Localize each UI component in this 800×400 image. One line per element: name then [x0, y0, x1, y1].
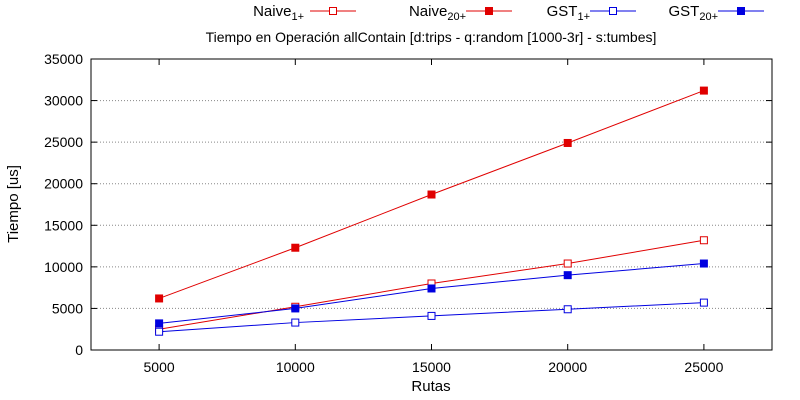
legend-name: Naive: [253, 3, 291, 20]
y-tick-label: 15000: [44, 217, 83, 233]
y-tick-label: 0: [75, 342, 83, 358]
plot-area-frame: [90, 58, 773, 351]
x-axis: 5000 10000 15000 20000 25000: [144, 59, 724, 375]
y-tick-label: 5000: [52, 300, 83, 316]
legend-name: Naive: [409, 3, 447, 20]
data-point: [291, 304, 300, 313]
x-axis-label: Rutas: [411, 378, 450, 395]
legend-entry-1: Naive20+: [409, 3, 512, 23]
data-point: [155, 294, 164, 303]
y-tick-label: 35000: [44, 51, 83, 67]
x-tick-label: 25000: [684, 359, 723, 375]
data-point: [699, 259, 708, 268]
x-tick-label: 10000: [276, 359, 315, 375]
y-tick-label: 10000: [44, 259, 83, 275]
legend-subscript: 1+: [291, 11, 304, 23]
gridlines: [91, 100, 772, 309]
legend-label: GST20+: [668, 3, 718, 23]
data-point: [155, 327, 164, 336]
data-point: [699, 298, 708, 307]
y-tick-label: 25000: [44, 134, 83, 150]
legend-entry-3: GST20+: [668, 3, 764, 23]
x-tick-label: 20000: [548, 359, 587, 375]
legend-subscript: 1+: [577, 11, 590, 23]
x-tick-label: 5000: [144, 359, 175, 375]
legend-entry-2: GST1+: [547, 3, 636, 23]
y-axis-label: Tiempo [us]: [5, 165, 22, 243]
data-point: [291, 318, 300, 327]
y-axis: 0 5000 10000 15000 20000 25000 30000 35000: [44, 51, 772, 358]
series-2: [155, 298, 708, 336]
legend-marker: [609, 7, 617, 15]
legend-name: GST: [668, 3, 699, 20]
data-point: [291, 243, 300, 252]
series-3: [155, 259, 708, 328]
legend-marker: [329, 7, 337, 15]
legend: Naive1+ Naive20+ GST1+ GST20+: [253, 3, 764, 23]
legend-marker: [485, 7, 493, 15]
data-point: [563, 138, 572, 147]
legend-marker: [737, 7, 745, 15]
y-tick-label: 30000: [44, 93, 83, 109]
data-point: [699, 236, 708, 245]
data-point: [427, 190, 436, 199]
legend-label: Naive20+: [409, 3, 466, 23]
series-group: [155, 86, 708, 336]
data-point: [427, 311, 436, 320]
data-point: [699, 86, 708, 95]
legend-subscript: 20+: [699, 11, 718, 23]
legend-label: Naive1+: [253, 3, 304, 23]
legend-label: GST1+: [547, 3, 590, 23]
data-point: [563, 305, 572, 314]
legend-entry-0: Naive1+: [253, 3, 356, 23]
data-point: [563, 271, 572, 280]
legend-name: GST: [547, 3, 578, 20]
x-tick-label: 15000: [412, 359, 451, 375]
data-point: [427, 284, 436, 293]
chart-title: Tiempo en Operación allContain [d:trips …: [206, 29, 657, 45]
data-point: [155, 319, 164, 328]
data-point: [563, 259, 572, 268]
series-1: [155, 86, 708, 303]
legend-subscript: 20+: [447, 11, 466, 23]
y-tick-label: 20000: [44, 176, 83, 192]
